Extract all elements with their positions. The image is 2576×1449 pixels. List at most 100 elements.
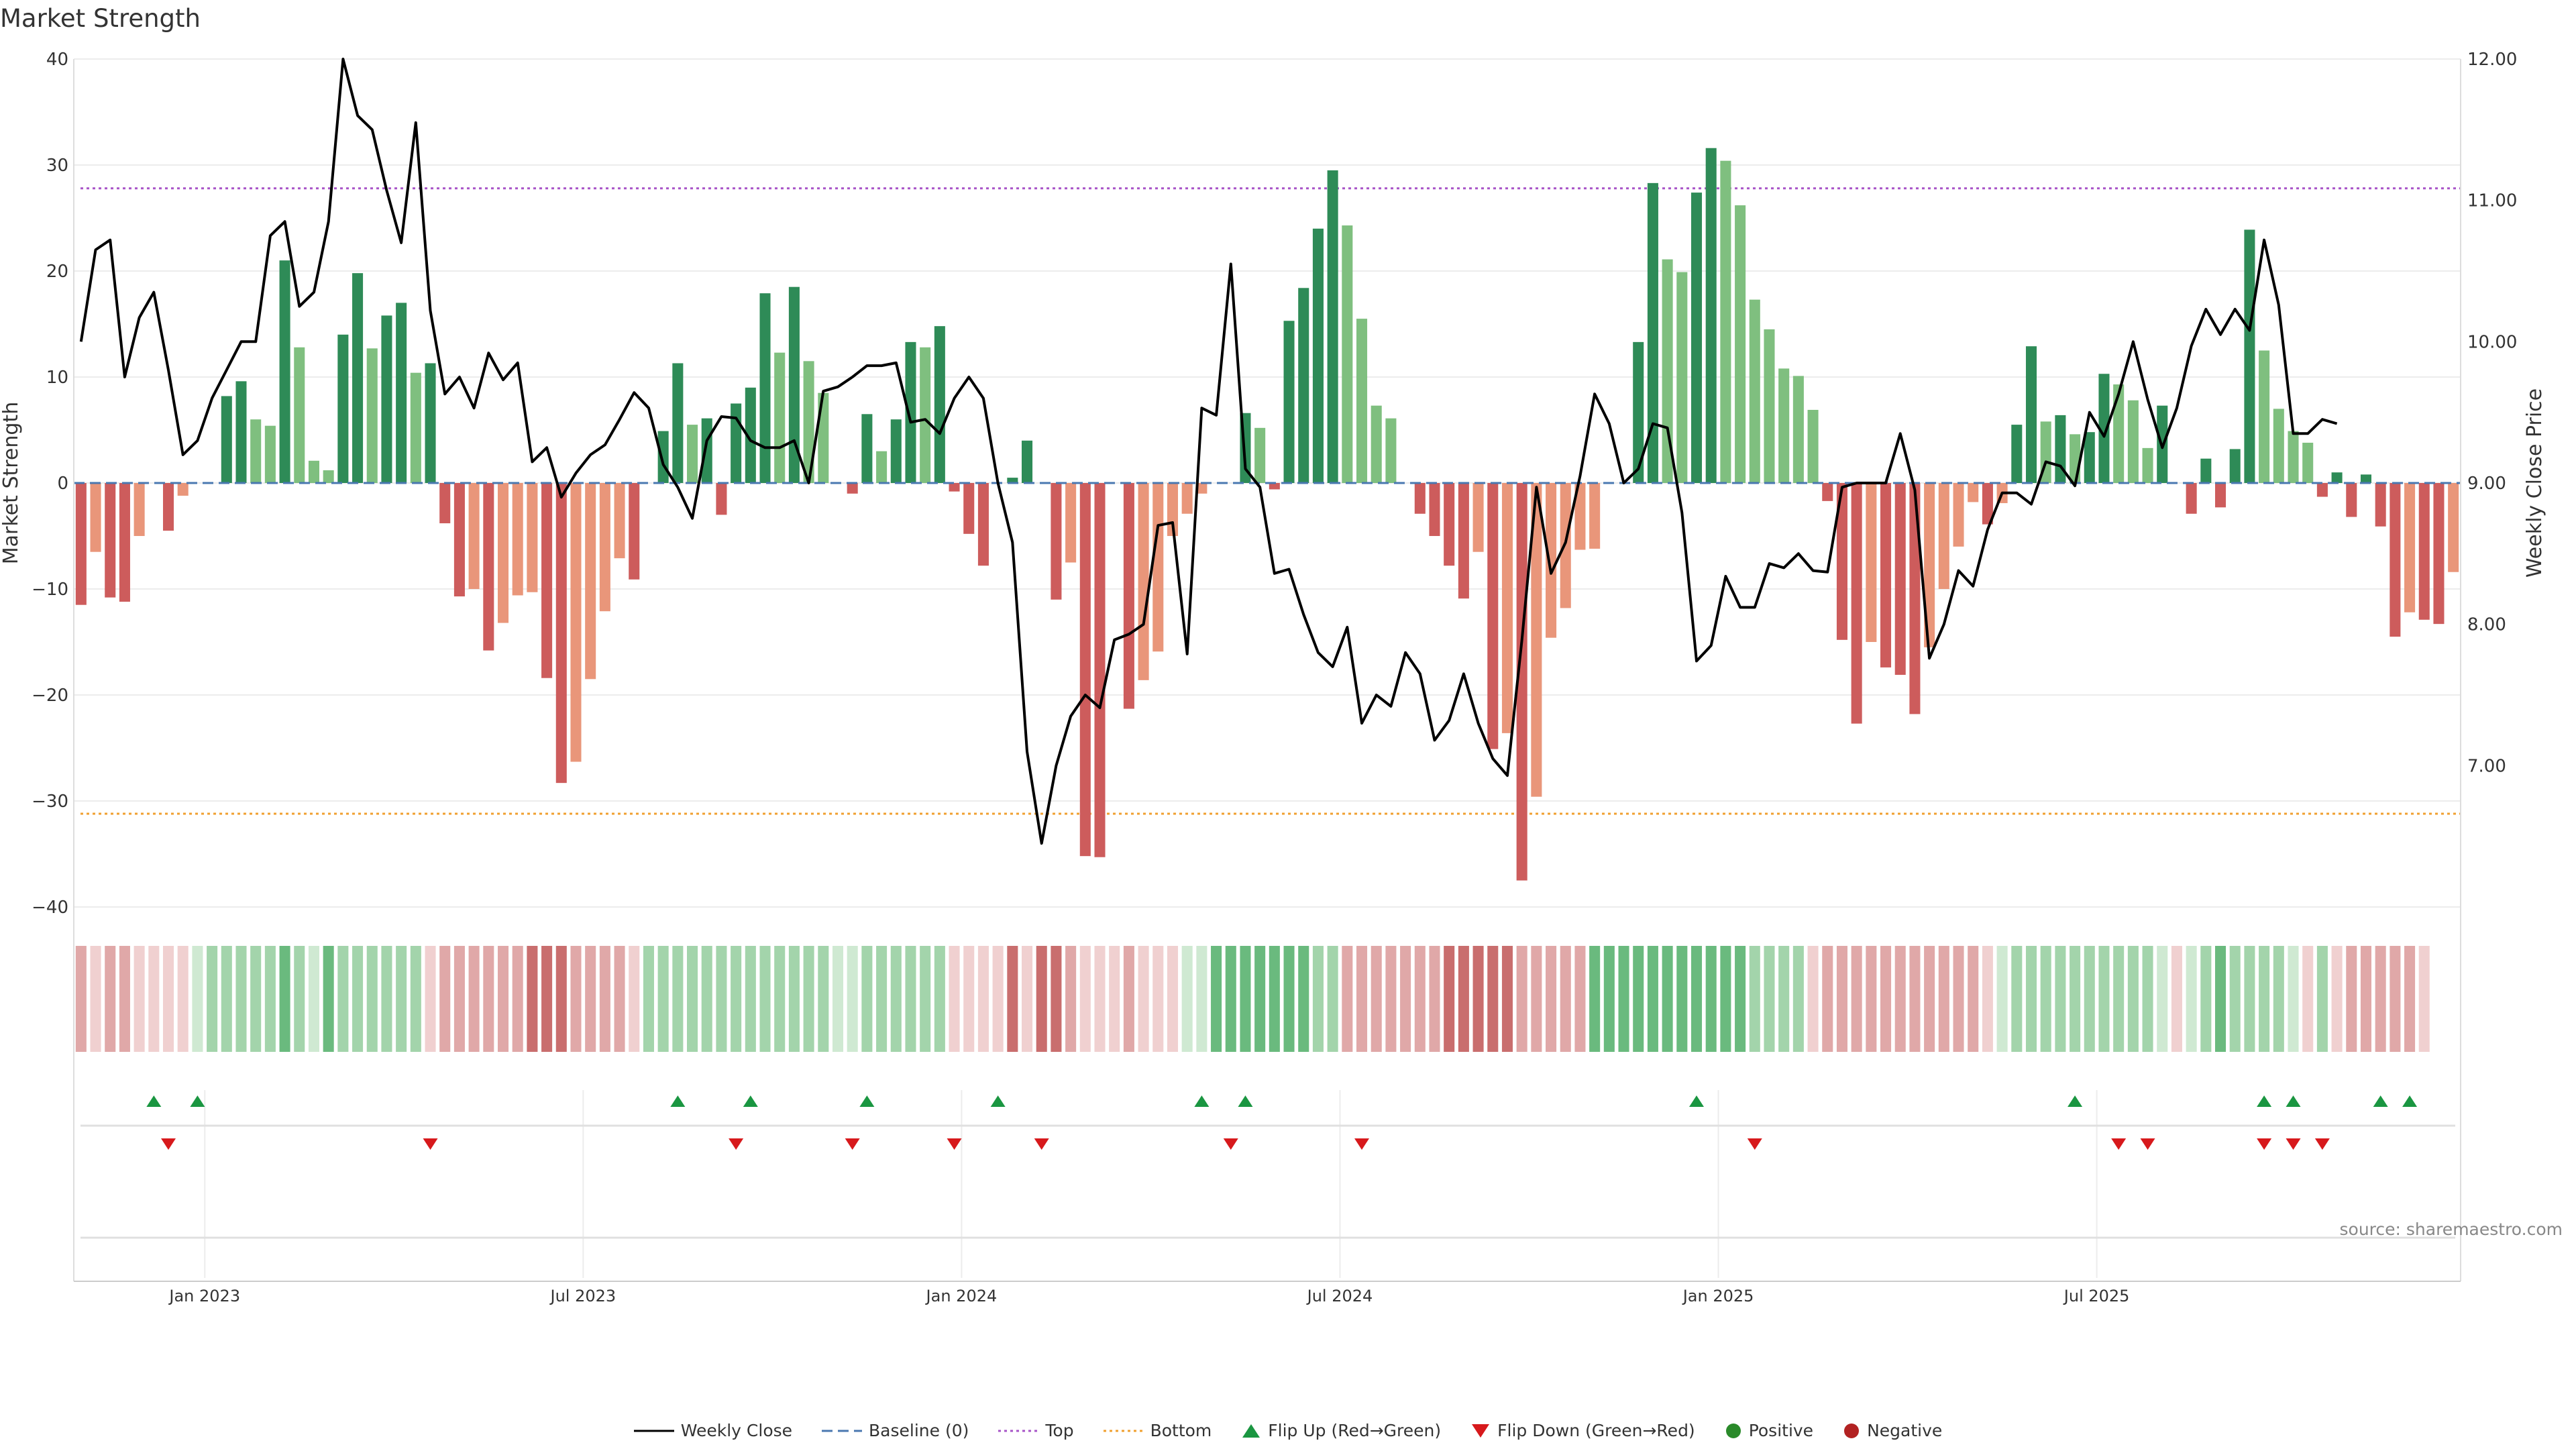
heat-cell [381,946,392,1052]
strength-bar [774,352,786,483]
flip-down-marker [2257,1138,2272,1150]
heat-cell [920,946,931,1052]
legend-label: Bottom [1150,1421,1212,1440]
heat-cell [1196,946,1208,1052]
flip-up-marker [2402,1095,2418,1107]
strength-bar [1501,483,1513,733]
strength-bar [759,293,771,483]
strength-bar [483,483,494,651]
heat-cell [1764,946,1775,1052]
strength-bar [876,451,888,483]
heat-cell [221,946,232,1052]
heat-cell [2025,946,2037,1052]
heat-cell [2259,946,2270,1052]
heat-cell [1909,946,1921,1052]
strength-bar [614,483,625,559]
strength-bar [2215,483,2226,508]
y-tick-label-left: −30 [32,792,68,812]
flip-up-marker [1689,1095,1705,1107]
legend-positive: Positive [1725,1421,1813,1440]
strength-bar [1792,376,1804,483]
heat-cell [2390,946,2401,1052]
flip-down-marker [1747,1138,1762,1150]
strength-bar [453,483,465,597]
heat-cell [323,946,334,1052]
heat-cell [1546,946,1557,1052]
strength-bar [396,303,407,483]
heat-cell [2418,946,2430,1052]
strength-bar [162,483,174,531]
heat-cell [2157,946,2168,1052]
strength-bar [1836,483,1847,640]
strength-bar [1676,272,1688,483]
heat-cell [1079,946,1091,1052]
flip-down-marker [2140,1138,2155,1150]
strength-bar [1152,483,1164,652]
heat-cell [963,946,975,1052]
strength-bar [177,483,189,496]
heat-cell [1982,946,1993,1052]
heat-cell [774,946,786,1052]
legend-baseline: Baseline (0) [822,1421,969,1440]
strength-bar [2011,425,2023,483]
heat-cell [410,946,421,1052]
heat-cell [1676,946,1688,1052]
y-tick-label-right: 8.00 [2467,615,2506,635]
flip-down-marker [2314,1138,2330,1150]
heat-cell [1371,946,1382,1052]
strength-bars [75,148,2459,881]
heat-cell [527,946,538,1052]
heat-cell [2171,946,2182,1052]
strength-bar [2316,483,2328,497]
strength-bar [119,483,130,602]
heat-cell [1662,946,1673,1052]
heat-cell [1298,946,1309,1052]
flip-markers [146,1095,2418,1150]
heat-cell [1225,946,1236,1052]
strength-bar [1007,478,1018,483]
heat-cell [425,946,436,1052]
heat-cell [1312,946,1324,1052]
heat-cell [2288,946,2299,1052]
heat-cell [570,946,582,1052]
flip-up-marker [743,1095,758,1107]
heat-cell [2200,946,2212,1052]
heat-cell [1181,946,1193,1052]
heat-cell [1531,946,1542,1052]
strength-bar [1414,483,1426,514]
heat-cell [861,946,873,1052]
dot-icon [1725,1423,1741,1438]
strength-bar [1924,483,1935,647]
strength-bar [2404,483,2416,612]
strength-bar [1735,205,1746,483]
heat-cell [133,946,145,1052]
strength-bar [2200,458,2212,483]
dotted-line-swatch-icon [998,1430,1039,1432]
heat-cell [788,946,800,1052]
legend-label: Flip Up (Red→Green) [1268,1421,1442,1440]
strength-bar [701,418,712,483]
strength-bar [599,483,610,612]
heat-cell [1836,946,1847,1052]
heat-cell [2070,946,2081,1052]
y-tick-label-right: 9.00 [2467,474,2506,494]
y-tick-label-left: −10 [32,580,68,600]
heat-cell [1138,946,1149,1052]
heat-cell [1589,946,1601,1052]
flip-up-marker [2286,1095,2301,1107]
y-tick-label-right: 10.00 [2467,332,2517,352]
flip-down-marker [2111,1138,2127,1150]
legend-label: Positive [1748,1421,1814,1440]
heat-cell [2346,946,2357,1052]
strength-bar [1764,329,1775,483]
strength-bar [890,419,902,483]
strength-bar [847,483,858,494]
weekly-close-series [79,58,2338,845]
strength-bar [555,483,567,784]
heat-cell [599,946,610,1052]
source-credit: source: sharemaestro.com [2339,1220,2563,1239]
heat-cell [1109,946,1120,1052]
strength-bar [2113,384,2125,483]
flip-down-marker [423,1138,438,1150]
grid-lines [74,58,2461,1278]
